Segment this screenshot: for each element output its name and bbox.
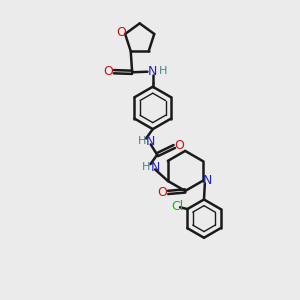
Text: N: N: [146, 135, 155, 148]
Text: O: O: [175, 139, 184, 152]
Text: N: N: [203, 174, 212, 188]
Text: H: H: [138, 136, 146, 146]
Text: O: O: [103, 65, 113, 78]
Text: O: O: [157, 186, 167, 199]
Text: H: H: [142, 162, 151, 172]
Text: N: N: [148, 64, 158, 78]
Text: H: H: [159, 66, 167, 76]
Text: N: N: [150, 160, 160, 174]
Text: O: O: [117, 26, 127, 39]
Text: Cl: Cl: [171, 200, 183, 213]
